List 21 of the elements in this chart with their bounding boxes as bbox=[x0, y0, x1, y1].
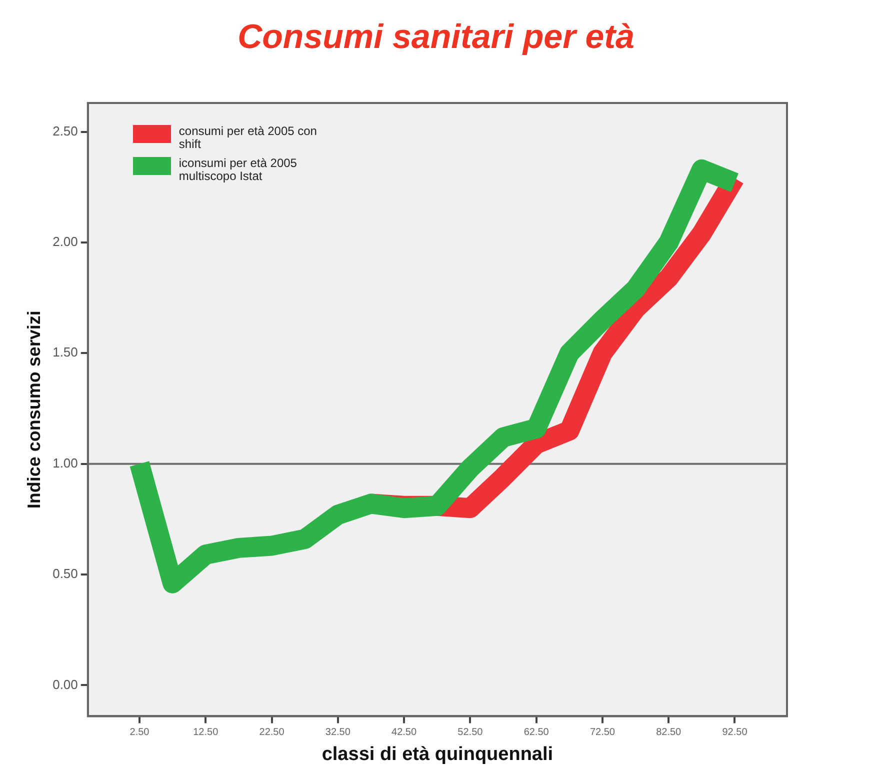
y-tick-label: 0.00 bbox=[52, 676, 78, 692]
chart-title: Consumi sanitari per età bbox=[236, 18, 636, 57]
x-tick-label: 2.50 bbox=[130, 726, 150, 738]
legend-label: consumi per età 2005 con shift bbox=[178, 124, 318, 151]
x-tick-label: 32.50 bbox=[325, 726, 351, 738]
y-tick-label: 1.50 bbox=[52, 344, 78, 360]
y-tick-label: 2.00 bbox=[52, 234, 78, 250]
x-tick-label: 12.50 bbox=[193, 726, 219, 738]
x-tick-label: 62.50 bbox=[524, 726, 550, 738]
legend-label: iconsumi per età 2005 multiscopo Istat bbox=[178, 156, 298, 183]
y-tick-label: 2.50 bbox=[52, 123, 78, 138]
x-tick-label: 82.50 bbox=[656, 726, 682, 738]
x-tick-label: 22.50 bbox=[259, 726, 285, 738]
x-tick-label: 72.50 bbox=[590, 726, 616, 738]
y-tick-label: 1.00 bbox=[52, 455, 78, 470]
y-tick-label: 0.50 bbox=[52, 566, 78, 582]
x-axis-title: classi di età quinquennali bbox=[322, 744, 554, 765]
x-tick-label: 52.50 bbox=[458, 726, 484, 738]
y-axis-title: Indice consumo servizi bbox=[24, 310, 44, 509]
x-tick-label: 42.50 bbox=[392, 726, 417, 738]
x-tick-label: 92.50 bbox=[722, 726, 748, 738]
